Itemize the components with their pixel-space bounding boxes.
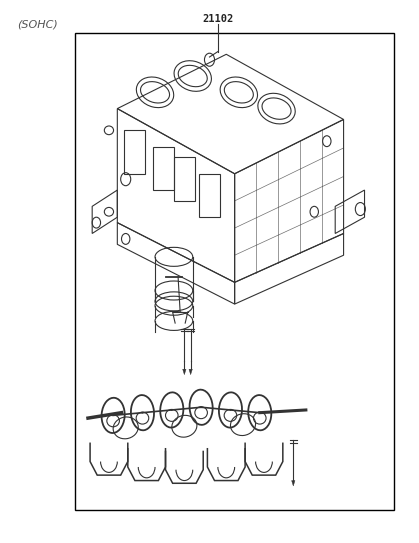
Bar bbox=[174, 157, 195, 201]
Text: (SOHC): (SOHC) bbox=[17, 19, 57, 29]
Bar bbox=[75, 33, 394, 510]
Text: 21102: 21102 bbox=[202, 15, 233, 24]
Polygon shape bbox=[183, 369, 186, 375]
Bar bbox=[199, 174, 220, 217]
Polygon shape bbox=[292, 481, 295, 486]
Polygon shape bbox=[189, 369, 192, 375]
Bar bbox=[124, 130, 145, 174]
Bar bbox=[153, 147, 174, 190]
